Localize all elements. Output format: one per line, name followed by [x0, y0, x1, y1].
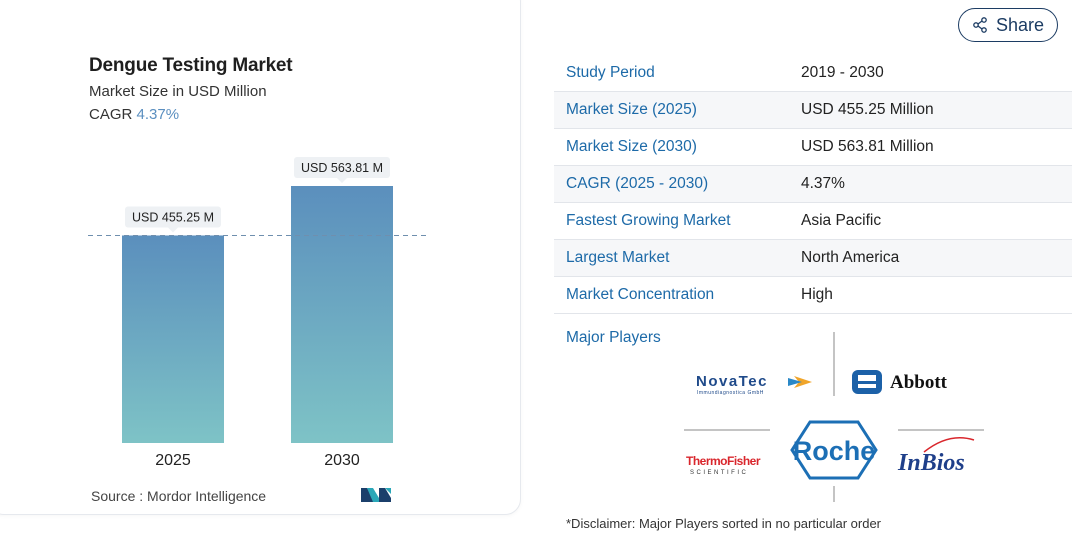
table-row: CAGR (2025 - 2030) 4.37% — [554, 166, 1072, 203]
cagr-value: 4.37% — [136, 106, 180, 123]
mordor-logo-icon — [361, 488, 391, 502]
thermofisher-logo: ThermoFisher SCIENTIFIC — [686, 454, 761, 476]
inbios-name: InBios — [897, 450, 965, 476]
data-label: USD 455.25 M — [125, 206, 221, 233]
row-value: North America — [801, 249, 900, 266]
x-tick-label: 2030 — [324, 452, 360, 469]
major-players-label[interactable]: Major Players — [566, 329, 661, 346]
bar-chart: 2025 USD 455.25 M 2030 USD 563.81 M — [88, 157, 430, 469]
row-key[interactable]: Market Size (2025) — [566, 101, 697, 118]
row-key[interactable]: Market Concentration — [566, 286, 715, 303]
share-label: Share — [995, 14, 1045, 35]
chart-cagr: CAGR 4.37% — [89, 106, 179, 123]
share-icon — [973, 17, 987, 33]
table-row: Largest Market North America — [554, 240, 1072, 277]
svg-text:USD 455.25 M: USD 455.25 M — [132, 210, 214, 224]
major-players-logos: NovaTec Immundiagnostica GmbH Abbott The… — [684, 332, 984, 502]
inbios-logo: InBios — [897, 437, 975, 476]
bar-2025 — [122, 235, 224, 443]
thermofisher-sub: SCIENTIFIC — [690, 470, 748, 476]
row-key[interactable]: Study Period — [566, 64, 655, 81]
row-value: Asia Pacific — [801, 212, 882, 229]
abbott-name: Abbott — [890, 372, 948, 393]
row-value: USD 563.81 Million — [801, 138, 934, 155]
table-row: Fastest Growing Market Asia Pacific — [554, 203, 1072, 240]
table-row: Study Period 2019 - 2030 — [554, 55, 1072, 92]
row-value: 2019 - 2030 — [801, 64, 884, 81]
table-row: Market Size (2030) USD 563.81 Million — [554, 129, 1072, 166]
table-row: Market Size (2025) USD 455.25 Million — [554, 92, 1072, 129]
chart-source: Source : Mordor Intelligence — [91, 488, 267, 504]
chart-subtitle: Market Size in USD Million — [89, 83, 267, 100]
row-key[interactable]: CAGR (2025 - 2030) — [566, 175, 709, 192]
novatec-name: NovaTec — [696, 373, 768, 390]
row-key[interactable]: Fastest Growing Market — [566, 212, 731, 229]
data-label: USD 563.81 M — [294, 157, 390, 183]
chart-title: Dengue Testing Market — [89, 55, 293, 76]
roche-logo: Roche — [790, 420, 878, 480]
table-row: Market Concentration High — [554, 277, 1072, 314]
row-value: 4.37% — [801, 175, 845, 192]
chart-card — [0, 0, 521, 515]
novatec-sub: Immundiagnostica GmbH — [697, 390, 764, 396]
x-tick-label: 2025 — [155, 452, 191, 469]
row-value: USD 455.25 Million — [801, 101, 934, 118]
market-snapshot-table: Study Period 2019 - 2030 Market Size (202… — [554, 55, 1072, 314]
svg-text:USD 563.81 M: USD 563.81 M — [301, 161, 383, 175]
row-value: High — [801, 286, 833, 303]
disclaimer: *Disclaimer: Major Players sorted in no … — [566, 516, 882, 531]
share-button[interactable]: Share — [958, 8, 1058, 42]
cagr-label: CAGR — [89, 106, 133, 123]
roche-name: Roche — [793, 436, 876, 466]
novatec-logo: NovaTec Immundiagnostica GmbH — [696, 373, 812, 396]
bar-2030 — [291, 186, 393, 443]
thermofisher-name: ThermoFisher — [686, 454, 761, 468]
abbott-logo: Abbott — [852, 370, 948, 394]
row-key[interactable]: Largest Market — [566, 249, 670, 266]
row-key[interactable]: Market Size (2030) — [566, 138, 697, 155]
